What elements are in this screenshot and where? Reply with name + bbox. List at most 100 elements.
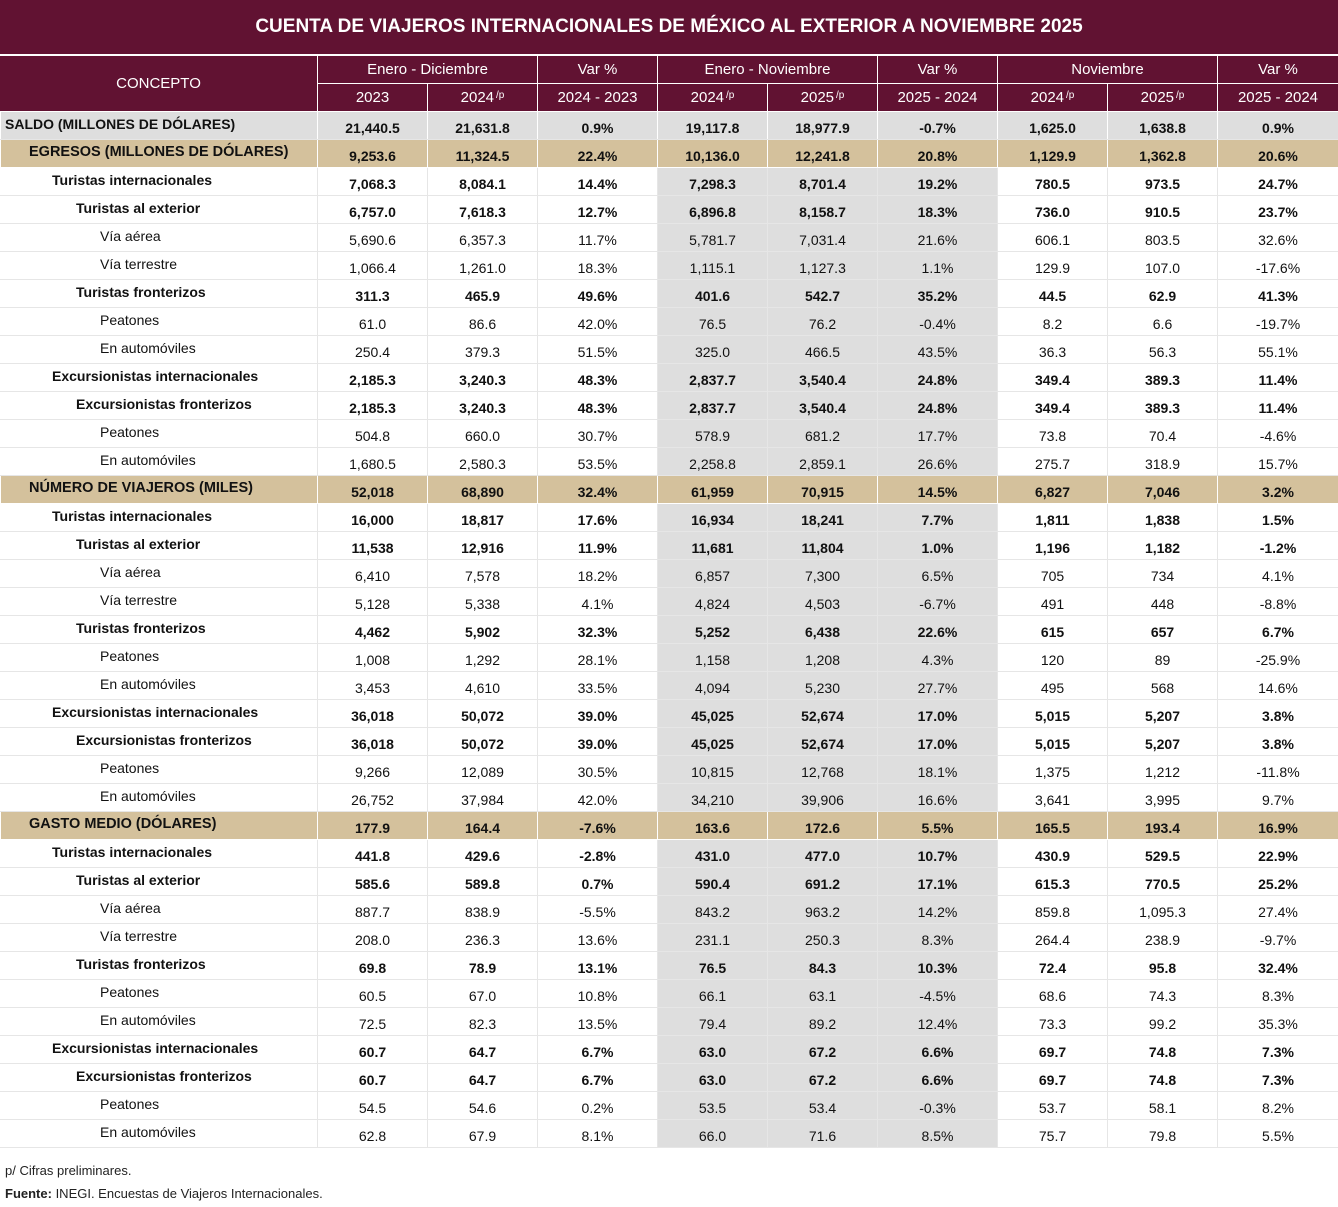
table-cell: 21,631.8	[427, 112, 537, 139]
row-label: En automóviles	[100, 340, 196, 356]
table-cell: 3,540.4	[767, 392, 877, 419]
table-cell: 589.8	[427, 868, 537, 895]
table-cell: 50,072	[427, 728, 537, 755]
table-cell: 9,266	[317, 756, 427, 783]
table-row: Turistas fronterizos 69.8 78.9 13.1% 76.5 84.…	[0, 952, 1338, 980]
table-row: Peatones 61.0 86.6 42.0% 76.5 76.2 -0.4% 8.2 6.6…	[0, 308, 1338, 336]
table-cell: 5,252	[657, 616, 767, 643]
table-cell: 529.5	[1107, 840, 1217, 867]
table-cell: 1,115.1	[657, 252, 767, 279]
table-cell: 84.3	[767, 952, 877, 979]
table-cell: -0.4%	[877, 308, 997, 335]
row-label: Peatones	[100, 424, 160, 440]
table-cell: 11.4%	[1217, 364, 1338, 391]
table-cell: 70,915	[767, 476, 877, 503]
table-cell: 264.4	[997, 924, 1107, 951]
table-cell: 705	[997, 560, 1107, 587]
table-cell: 67.9	[427, 1120, 537, 1147]
row-label: Turistas fronterizos	[76, 284, 206, 300]
row-label: Turistas internacionales	[52, 844, 213, 860]
row-label: Excursionistas fronterizos	[76, 1068, 252, 1084]
row-label: Turistas fronterizos	[76, 956, 206, 972]
table-cell: 120	[997, 644, 1107, 671]
table-cell: 17.1%	[877, 868, 997, 895]
table-cell: 973.5	[1107, 168, 1217, 195]
table-cell: 21.6%	[877, 224, 997, 251]
table-cell: 4,610	[427, 672, 537, 699]
table-cell: 39,906	[767, 784, 877, 811]
table-cell: 27.7%	[877, 672, 997, 699]
table-cell: 5,207	[1107, 728, 1217, 755]
subcol-label: 2025	[800, 89, 835, 106]
table-cell: 24.7%	[1217, 168, 1338, 195]
table-row: En automóviles 3,453 4,610 33.5% 4,094 5,230 2…	[0, 672, 1338, 700]
table-row: Vía terrestre 1,066.4 1,261.0 18.3% 1,115.1 1…	[0, 252, 1338, 280]
table-cell: 76.5	[657, 308, 767, 335]
table-cell: 275.7	[997, 448, 1107, 475]
table-cell: 1,362.8	[1107, 140, 1217, 167]
table-cell: 12,768	[767, 756, 877, 783]
table-cell: 12.7%	[537, 196, 657, 223]
table-cell: 74.3	[1107, 980, 1217, 1007]
table-cell: 13.5%	[537, 1008, 657, 1035]
subcol-label: 2025 - 2024	[1237, 89, 1319, 106]
table-cell: 9.7%	[1217, 784, 1338, 811]
table-cell: 70.4	[1107, 420, 1217, 447]
table-cell: 3,453	[317, 672, 427, 699]
table-cell: 49.6%	[537, 280, 657, 307]
table-cell: 6,857	[657, 560, 767, 587]
table-row: Turistas al exterior 6,757.0 7,618.3 12.7% 6…	[0, 196, 1338, 224]
table-cell: 1,182	[1107, 532, 1217, 559]
table-cell: 6.6	[1107, 308, 1217, 335]
table-cell: 250.3	[767, 924, 877, 951]
table-cell: 73.8	[997, 420, 1107, 447]
table-cell: 2,859.1	[767, 448, 877, 475]
table-cell: 250.4	[317, 336, 427, 363]
table-cell: 69.8	[317, 952, 427, 979]
table-row: Vía terrestre 208.0 236.3 13.6% 231.1 250.3 8.…	[0, 924, 1338, 952]
table-row: Peatones 1,008 1,292 28.1% 1,158 1,208 4.3% 120…	[0, 644, 1338, 672]
table-cell: 11.4%	[1217, 392, 1338, 419]
table-row: Vía aérea 887.7 838.9 -5.5% 843.2 963.2 14.2% 8…	[0, 896, 1338, 924]
table-cell: 389.3	[1107, 364, 1217, 391]
table-cell: 24.8%	[877, 392, 997, 419]
table-cell: 193.4	[1107, 812, 1217, 839]
table-cell: 11.7%	[537, 224, 657, 251]
table-cell: 1.5%	[1217, 504, 1338, 531]
preliminary-mark: /p	[836, 90, 845, 101]
table-cell: 1,129.9	[997, 140, 1107, 167]
table-cell: 477.0	[767, 840, 877, 867]
table-cell: 803.5	[1107, 224, 1217, 251]
header-subcol: 2025/p	[1107, 84, 1217, 112]
table-cell: 18,977.9	[767, 112, 877, 139]
table-cell: 5,690.6	[317, 224, 427, 251]
table-cell: 26.6%	[877, 448, 997, 475]
table-cell: 12,916	[427, 532, 537, 559]
row-label: Peatones	[100, 648, 160, 664]
row-label: En automóviles	[100, 452, 196, 468]
table-cell: 11,804	[767, 532, 877, 559]
table-cell: 60.7	[317, 1036, 427, 1063]
table-cell: 465.9	[427, 280, 537, 307]
source-text: INEGI. Encuestas de Viajeros Internacion…	[51, 1186, 323, 1201]
table-cell: 75.7	[997, 1120, 1107, 1147]
table-cell: 51.5%	[537, 336, 657, 363]
table-cell: 22.6%	[877, 616, 997, 643]
table-row: En automóviles 1,680.5 2,580.3 53.5% 2,258.8…	[0, 448, 1338, 476]
table-cell: 8.5%	[877, 1120, 997, 1147]
table-cell: 349.4	[997, 364, 1107, 391]
table-cell: 33.5%	[537, 672, 657, 699]
table-cell: 89	[1107, 644, 1217, 671]
row-label: Peatones	[100, 312, 160, 328]
table-row: Excursionistas fronterizos 36,018 50,072 39…	[0, 728, 1338, 756]
table-cell: 67.2	[767, 1064, 877, 1091]
table-cell: 8.3%	[1217, 980, 1338, 1007]
table-cell: 7.3%	[1217, 1064, 1338, 1091]
table-cell: 48.3%	[537, 392, 657, 419]
table-cell: 6.6%	[877, 1036, 997, 1063]
table-cell: 1,838	[1107, 504, 1217, 531]
table-cell: 910.5	[1107, 196, 1217, 223]
table-cell: 1,625.0	[997, 112, 1107, 139]
subcol-label: 2024	[460, 89, 495, 106]
table-cell: 14.5%	[877, 476, 997, 503]
